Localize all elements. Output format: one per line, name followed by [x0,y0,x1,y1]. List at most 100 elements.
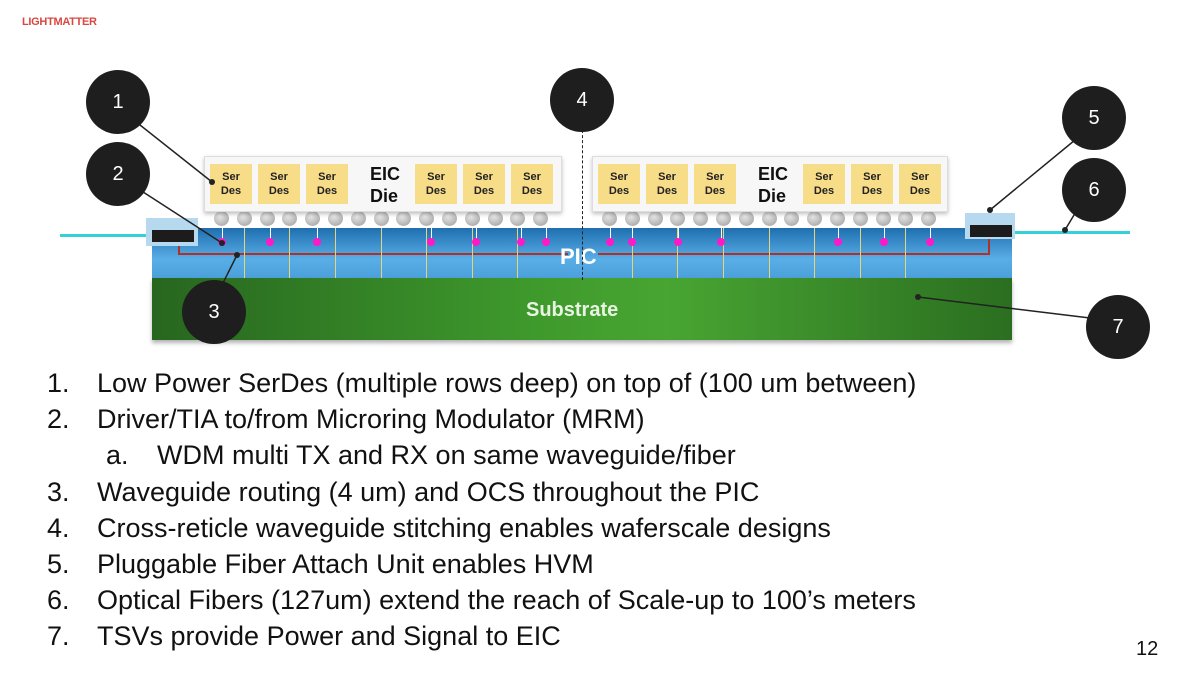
optical-fiber-right [1012,231,1130,234]
serdes-label-1: Ser [427,171,445,183]
list-item-text: Cross-reticle waveguide stitching enable… [97,512,831,543]
serdes-label-2: Des [521,185,543,197]
waveguide [178,242,180,254]
serdes-label-1: Ser [863,171,881,183]
eic-label-1: EIC [758,164,789,184]
serdes-block: Ser Des [463,164,505,204]
serdes-label-1: Ser [815,171,833,183]
microring-modulator [427,238,435,246]
serdes-label-1: Ser [318,171,336,183]
optical-fiber-left [60,234,152,237]
solder-bump [510,211,526,226]
leader-7 [917,296,1091,319]
list-item-text: WDM multi TX and RX on same waveguide/fi… [157,440,736,471]
serdes-block: Ser Des [851,164,893,204]
microring-modulator [313,238,321,246]
solder-bump [898,211,914,226]
serdes-label-1: Ser [911,171,929,183]
mrm-connector [678,226,679,240]
serdes-label-2: Des [425,185,447,197]
solder-bump [807,211,823,226]
solder-bump [624,211,640,226]
mrm-connector [270,226,271,240]
solder-bump [693,211,709,226]
mrm-connector [930,226,931,240]
serdes-label-1: Ser [658,171,676,183]
solder-bump [852,211,868,226]
solder-bump [259,211,275,226]
solder-bump [784,211,800,226]
list-item-number: a. [106,440,129,471]
list-item-number: 3. [47,476,70,507]
solder-bump [442,211,457,226]
solder-bump [214,211,229,226]
solder-bump [464,211,480,226]
serdes-block: Ser Des [210,164,252,204]
solder-bump [670,211,686,226]
serdes-label-1: Ser [222,171,240,183]
fiber-attach-core-left [152,230,194,242]
list-item-number: 7. [47,621,70,652]
tsv [335,228,336,278]
solder-bump [875,211,891,226]
list-item-text: Optical Fibers (127um) extend the reach … [97,585,916,616]
serdes-label-2: Des [473,185,495,197]
solder-bump [282,211,298,226]
page-number: 12 [1136,638,1159,660]
waveguide [178,253,568,255]
callout-1: 1 [86,70,150,134]
microring-modulator [717,238,725,246]
serdes-label-2: Des [861,185,883,197]
tsv [768,228,770,278]
tsv [814,228,816,278]
tsv [517,228,519,278]
solder-bump [328,211,343,226]
serdes-label-1: Ser [475,171,493,183]
pic-label: PIC [560,244,597,269]
callout-4: 4 [550,68,614,132]
mrm-connector [222,226,223,240]
serdes-label-2: Des [220,185,242,197]
substrate-layer [152,278,1012,340]
solder-bump [761,211,777,226]
list-item-text: Low Power SerDes (multiple rows deep) on… [97,368,917,398]
microring-modulator [926,238,934,246]
serdes-block: Ser Des [598,164,640,204]
solder-bump [419,211,435,226]
list-item-text: Waveguide routing (4 um) and OCS through… [97,476,760,507]
list-item-number: 4. [47,512,70,543]
list-item-number: 1. [47,368,70,398]
callout-2: 2 [86,142,150,206]
mrm-connector [476,226,477,240]
solder-bump [716,211,731,226]
eic-die-right: Ser Des Ser Des Ser Des Ser Des Ser Des Ser Des EIC D… [592,156,948,212]
fiber-attach-core-right [970,225,1012,237]
serdes-label-1: Ser [610,171,628,183]
leader-2 [139,189,223,244]
leader-5 [989,139,1076,211]
tsv [631,228,633,278]
serdes-label-2: Des [608,185,630,197]
serdes-label-1: Ser [523,171,541,183]
waveguide [988,236,990,254]
mrm-connector [431,226,432,240]
tsv [905,228,907,278]
microring-modulator [606,238,614,246]
lightmatter-logo: LIGHTMATTER [22,16,97,28]
eic-die-label: EIC Die [370,163,400,207]
serdes-block: Ser Des [258,164,300,204]
mrm-connector [610,226,611,240]
microring-modulator [628,238,636,246]
callout-7: 7 [1086,295,1150,359]
serdes-label-1: Ser [270,171,288,183]
solder-bump [487,211,503,226]
tsv [289,228,291,278]
mrm-connector [632,226,633,240]
mrm-connector [521,226,522,240]
solder-bump [602,211,617,226]
solder-bump [921,211,937,226]
serdes-label-2: Des [704,185,726,197]
solder-bump [396,211,412,226]
callout-3: 3 [182,280,246,344]
list-item-text: Pluggable Fiber Attach Unit enables HVM [97,549,594,579]
